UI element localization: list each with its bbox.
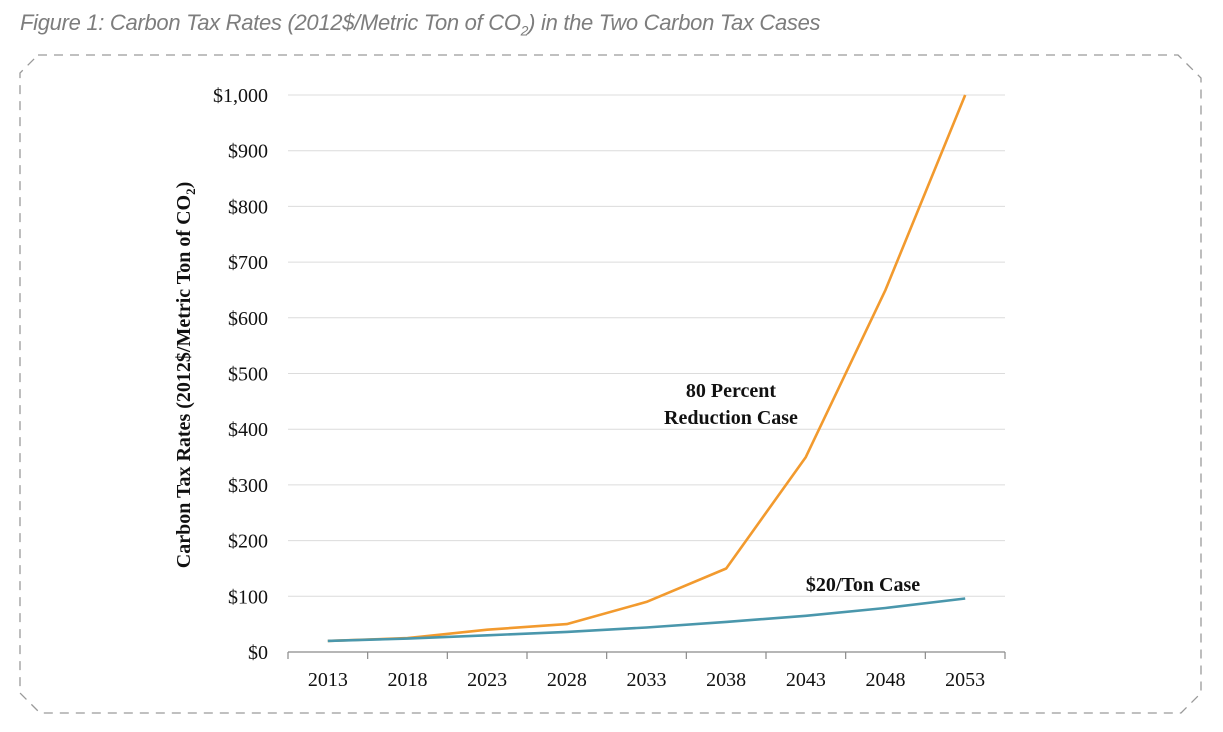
y-tick-label: $800 — [228, 196, 268, 218]
series-80-percent-reduction-line — [327, 94, 967, 643]
chart-frame — [19, 54, 1202, 714]
x-tick-label: 2038 — [706, 669, 746, 691]
x-tick-label: 2053 — [945, 669, 985, 691]
caption-subscript: 2 — [520, 22, 529, 39]
grid-lines — [288, 94, 1005, 597]
annotation-80-percent-reduction: Reduction Case — [664, 407, 798, 429]
x-axis-tick-labels: 2013 2018 2023 2028 2033 2038 2043 2048 2053 — [308, 669, 985, 691]
y-tick-label: $500 — [228, 364, 268, 386]
y-tick-label: $100 — [228, 586, 268, 608]
y-axis-label-subscript: 2 — [183, 188, 198, 195]
y-tick-label: $700 — [228, 252, 268, 274]
y-axis-label-end: ) — [173, 182, 195, 189]
series-20-per-ton-line — [327, 597, 966, 643]
x-tick-label: 2028 — [547, 669, 587, 691]
x-tick-label: 2018 — [388, 669, 428, 691]
annotation-80-percent-reduction: 80 Percent — [686, 380, 776, 402]
y-tick-label: $0 — [248, 642, 268, 664]
y-tick-label: $400 — [228, 419, 268, 441]
y-tick-label: $900 — [228, 141, 268, 163]
x-tick-label: 2048 — [866, 669, 906, 691]
y-tick-label: $300 — [228, 475, 268, 497]
y-tick-label: $600 — [228, 308, 268, 330]
annotation-20-per-ton: $20/Ton Case — [806, 574, 920, 596]
series-annotations: 80 Percent Reduction Case $20/Ton Case — [664, 380, 920, 596]
y-axis-tick-labels: $0 $100 $200 $300 $400 $500 $600 $700 $800 $900 $1… — [213, 85, 268, 664]
data-series — [327, 94, 967, 643]
y-tick-label: $200 — [228, 531, 268, 553]
caption-suffix: ) in the Two Carbon Tax Cases — [528, 10, 821, 35]
caption-text: Figure 1: Carbon Tax Rates (2012$/Metric… — [20, 10, 521, 35]
axes — [287, 651, 1006, 659]
x-tick-label: 2013 — [308, 669, 348, 691]
y-tick-label: $1,000 — [213, 85, 268, 107]
x-tick-label: 2033 — [627, 669, 667, 691]
x-tick-label: 2023 — [467, 669, 507, 691]
y-axis-label-text: Carbon Tax Rates (2012$/Metric Ton of CO — [173, 195, 195, 568]
y-axis-label: Carbon Tax Rates (2012$/Metric Ton of CO… — [173, 182, 198, 569]
figure-caption: Figure 1: Carbon Tax Rates (2012$/Metric… — [20, 10, 821, 39]
x-tick-label: 2043 — [786, 669, 826, 691]
